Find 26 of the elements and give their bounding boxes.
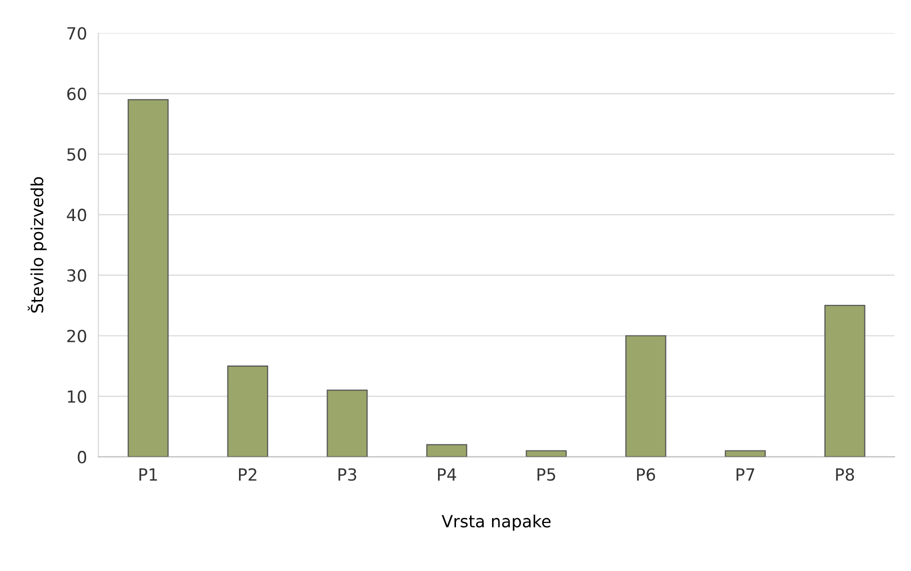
y-tick-label: 70 — [67, 27, 86, 40]
bar — [724, 450, 766, 457]
y-tick-label: 20 — [67, 330, 86, 342]
y-tick-label: 0 — [78, 450, 86, 464]
x-tick-label: P6 — [637, 468, 656, 481]
bar — [326, 390, 368, 457]
bar — [824, 304, 866, 457]
y-tick-label: 40 — [66, 208, 86, 222]
x-tick-label: P8 — [836, 468, 854, 481]
x-tick-label: P7 — [736, 468, 754, 481]
bar — [426, 444, 468, 457]
x-axis-title: Vrsta napake — [442, 514, 551, 531]
y-tick-label: 30 — [67, 269, 86, 282]
x-tick-label: P3 — [338, 468, 356, 481]
y-tick-label: 60 — [67, 88, 86, 100]
bar — [625, 335, 666, 457]
y-tick-label: 50 — [67, 148, 86, 161]
x-tick-label: P2 — [238, 468, 256, 481]
y-tick-label: 10 — [68, 390, 86, 403]
bar — [526, 450, 567, 457]
x-tick-label: P4 — [438, 468, 456, 481]
bar — [227, 365, 268, 457]
x-tick-label: P5 — [538, 468, 556, 481]
y-axis-title: Število poizvedb — [28, 177, 47, 313]
x-tick-label: P1 — [139, 468, 157, 481]
bar — [128, 99, 169, 457]
